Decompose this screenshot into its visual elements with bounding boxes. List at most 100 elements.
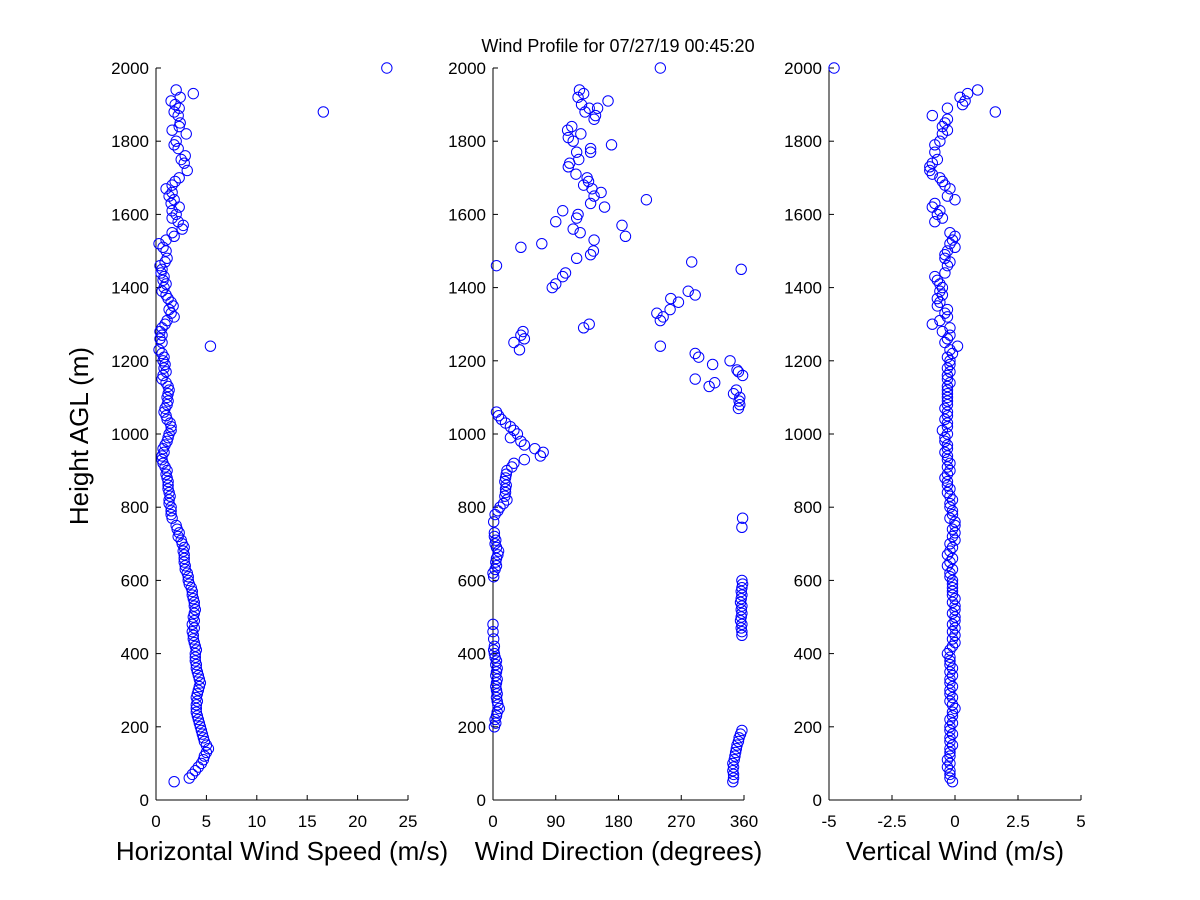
data-point bbox=[941, 362, 954, 374]
data-point bbox=[946, 596, 959, 609]
data-point bbox=[941, 453, 954, 466]
data-point bbox=[492, 549, 504, 561]
data-point bbox=[949, 527, 961, 539]
data-point bbox=[944, 227, 956, 239]
data-point bbox=[946, 640, 959, 652]
data-point bbox=[488, 530, 501, 543]
data-point bbox=[508, 457, 520, 469]
x-tick-label: 270 bbox=[667, 812, 695, 831]
data-point bbox=[160, 245, 172, 257]
data-point bbox=[736, 625, 748, 638]
data-point bbox=[941, 468, 954, 480]
data-point bbox=[946, 618, 959, 631]
data-point bbox=[487, 516, 500, 528]
data-point bbox=[706, 358, 719, 371]
data-point bbox=[941, 245, 954, 257]
data-point bbox=[165, 424, 177, 437]
y-tick-label: 600 bbox=[121, 571, 149, 590]
data-point bbox=[944, 666, 956, 678]
data-point bbox=[550, 216, 562, 228]
data-point bbox=[941, 380, 954, 393]
data-point bbox=[941, 384, 954, 396]
data-point bbox=[944, 655, 956, 667]
data-point bbox=[939, 413, 951, 426]
data-point bbox=[946, 541, 959, 554]
data-point bbox=[941, 102, 954, 114]
data-point bbox=[559, 267, 572, 279]
data-point bbox=[931, 300, 944, 312]
data-point bbox=[944, 651, 956, 663]
data-point bbox=[574, 227, 586, 239]
y-tick-label: 1800 bbox=[111, 132, 149, 151]
figure-title: Wind Profile for 07/27/19 00:45:20 bbox=[481, 36, 754, 56]
data-point bbox=[971, 84, 984, 96]
data-point bbox=[944, 556, 956, 568]
data-point bbox=[724, 355, 736, 367]
data-point bbox=[689, 289, 701, 301]
data-point bbox=[682, 285, 694, 297]
y-tick-label: 1000 bbox=[448, 425, 486, 444]
y-tick-label: 800 bbox=[121, 498, 149, 517]
data-point bbox=[736, 724, 748, 737]
data-point bbox=[934, 285, 946, 297]
data-point bbox=[951, 340, 964, 352]
data-point bbox=[731, 364, 743, 376]
data-point bbox=[949, 534, 961, 546]
data-point bbox=[499, 486, 512, 499]
data-point bbox=[703, 380, 715, 393]
data-point bbox=[165, 508, 177, 521]
data-point bbox=[158, 446, 170, 458]
data-point bbox=[944, 377, 956, 389]
data-point bbox=[944, 355, 956, 367]
data-point bbox=[727, 761, 740, 773]
y-tick-label: 1600 bbox=[784, 205, 822, 224]
x-tick-label: 360 bbox=[730, 812, 758, 831]
data-point bbox=[189, 640, 202, 652]
y-tick-label: 1800 bbox=[784, 132, 822, 151]
data-point bbox=[192, 684, 205, 696]
y-tick-label: 0 bbox=[813, 791, 822, 810]
data-point bbox=[939, 435, 951, 448]
data-point bbox=[926, 318, 939, 330]
y-tick-label: 2000 bbox=[448, 59, 486, 78]
data-point bbox=[567, 223, 579, 235]
data-point bbox=[602, 95, 614, 107]
data-point bbox=[944, 658, 956, 671]
data-point bbox=[499, 472, 512, 484]
data-point bbox=[946, 717, 959, 729]
data-point bbox=[317, 106, 330, 118]
data-point bbox=[728, 754, 740, 766]
data-point bbox=[499, 417, 512, 429]
data-point bbox=[491, 695, 503, 707]
data-point bbox=[944, 695, 956, 707]
x-axis-label: Wind Direction (degrees) bbox=[475, 836, 763, 866]
data-point bbox=[561, 124, 574, 136]
data-point bbox=[954, 91, 966, 103]
data-point bbox=[941, 761, 954, 773]
data-point bbox=[562, 131, 574, 144]
data-point bbox=[949, 622, 961, 634]
data-point bbox=[686, 256, 698, 268]
data-point bbox=[941, 259, 954, 272]
y-tick-label: 1400 bbox=[111, 279, 149, 298]
data-point bbox=[546, 281, 558, 294]
data-point bbox=[577, 322, 590, 334]
data-point bbox=[529, 442, 541, 455]
data-point bbox=[730, 743, 743, 755]
data-point bbox=[934, 135, 946, 147]
data-point bbox=[946, 680, 959, 693]
data-point bbox=[584, 146, 597, 158]
data-point bbox=[941, 461, 954, 473]
data-point bbox=[946, 776, 959, 788]
y-axis-label: Height AGL (m) bbox=[64, 347, 94, 525]
data-point bbox=[178, 556, 190, 568]
data-point bbox=[941, 388, 954, 400]
y-tick-label: 200 bbox=[458, 718, 486, 737]
data-point bbox=[735, 263, 747, 275]
data-point bbox=[946, 625, 959, 638]
data-point bbox=[513, 344, 526, 356]
data-point bbox=[490, 717, 502, 729]
data-point bbox=[490, 560, 503, 572]
data-point bbox=[941, 439, 954, 451]
